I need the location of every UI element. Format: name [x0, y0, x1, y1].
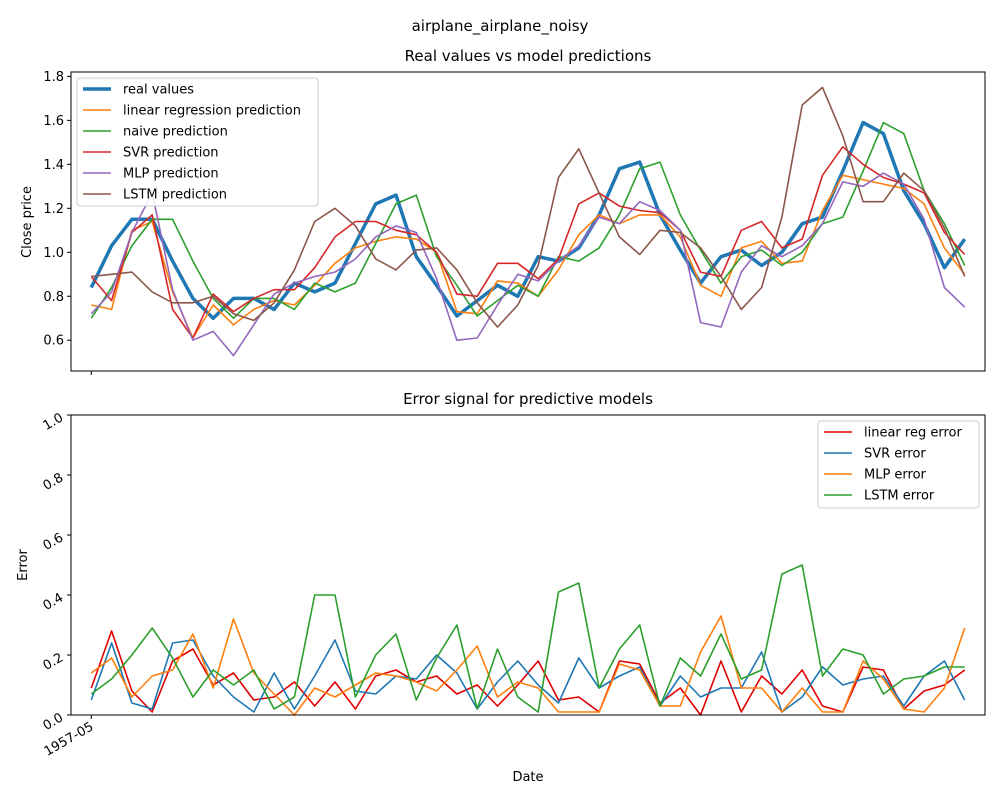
y-tick-label: 1.6: [43, 114, 64, 129]
y-tick-label: 0.8: [41, 470, 66, 493]
bottom-plot-area: [90, 564, 966, 716]
series-line-SVR-prediction: [90, 146, 966, 339]
bottom-chart-ylabel: Error: [16, 549, 31, 581]
legend-label: real values: [123, 83, 194, 98]
y-tick-label: 1.0: [43, 246, 64, 261]
series-line-MLP-error: [90, 615, 966, 716]
bottom-y-ticks: 0.0 0.2 0.4 0.6 0.8 1.0: [41, 410, 71, 734]
bottom-chart-title: Error signal for predictive models: [403, 390, 653, 408]
series-line-SVR-error: [90, 639, 966, 713]
y-tick-label: 1.2: [43, 202, 64, 217]
series-line-LSTM-prediction: [91, 86, 966, 328]
legend-label: naive prediction: [123, 125, 228, 140]
legend-label: SVR prediction: [123, 146, 219, 161]
bottom-chart-xlabel: Date: [512, 770, 543, 785]
series-line-LSTM-error: [90, 564, 965, 713]
legend-label: LSTM error: [864, 489, 935, 504]
y-tick-label: 1.0: [41, 410, 66, 433]
legend-label: linear reg error: [864, 426, 962, 441]
legend-label: MLP prediction: [123, 167, 219, 182]
bottom-chart: Error signal for predictive models Error…: [16, 390, 986, 785]
series-line-MLP-prediction: [90, 172, 966, 357]
y-tick-label: 0.0: [41, 710, 66, 733]
legend-label: LSTM prediction: [123, 188, 227, 203]
legend-label: linear regression prediction: [123, 104, 301, 119]
top-legend-items: real values linear regression prediction n…: [83, 83, 301, 203]
bottom-legend-box: [817, 420, 980, 509]
y-tick-label: 0.8: [43, 290, 64, 305]
top-axes-frame: [70, 71, 986, 372]
bottom-legend-items: linear reg error SVR error MLP error LSTM e…: [824, 426, 962, 504]
bottom-axes-frame: [70, 414, 986, 716]
legend-label: SVR error: [864, 447, 926, 462]
top-legend: real values linear regression prediction n…: [76, 77, 319, 207]
top-chart-title: Real values vs model predictions: [405, 47, 652, 65]
y-tick-label: 0.2: [41, 650, 66, 673]
series-line-linear-regression-prediction: [91, 174, 966, 339]
bottom-legend: linear reg error SVR error MLP error LSTM e…: [817, 420, 980, 509]
top-plot-area: [89, 86, 967, 357]
top-legend-box: [76, 77, 319, 207]
top-y-ticks: 0.6 0.8 1.0 1.2 1.4 1.6 1.8: [43, 70, 71, 349]
y-tick-label: 0.6: [43, 334, 64, 349]
top-chart: Real values vs model predictions Close p…: [20, 47, 986, 375]
y-tick-label: 1.4: [43, 158, 64, 173]
legend-label: MLP error: [864, 468, 927, 483]
y-tick-label: 0.6: [41, 530, 66, 553]
y-tick-label: 0.4: [41, 590, 66, 613]
top-chart-ylabel: Close price: [20, 186, 35, 258]
figure-suptitle: airplane_airplane_noisy: [412, 17, 589, 36]
y-tick-label: 1.8: [43, 70, 64, 85]
